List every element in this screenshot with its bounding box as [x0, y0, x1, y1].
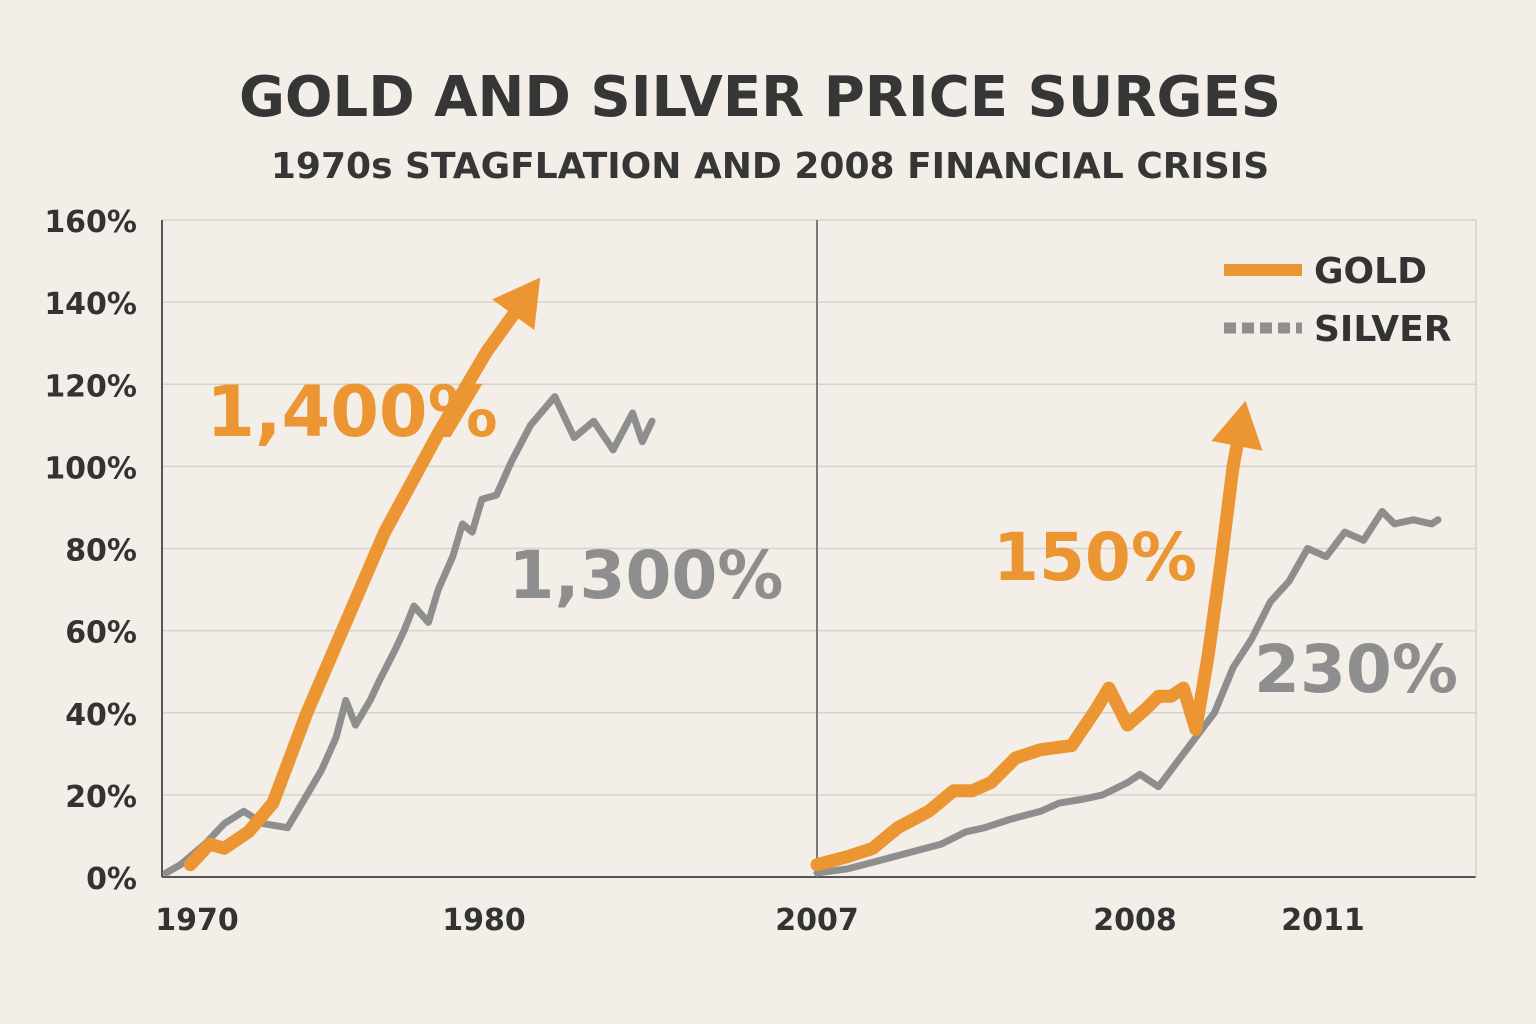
y-tick-label: 140% [44, 287, 137, 322]
y-tick-label: 0% [86, 862, 137, 897]
y-tick-label: 40% [65, 698, 137, 733]
legend-silver-label: SILVER [1314, 309, 1451, 350]
legend: GOLD SILVER [1224, 251, 1451, 350]
gold-annotation: 1,400% [206, 371, 498, 453]
chart-subtitle: 1970s STAGFLATION AND 2008 FINANCIAL CRI… [271, 146, 1269, 187]
y-tick-label: 80% [65, 534, 137, 569]
silver-annotation: 1,300% [509, 537, 784, 614]
silver-annotation: 230% [1254, 631, 1458, 708]
x-tick-label: 2007 [775, 903, 859, 938]
series-lines [162, 277, 1442, 877]
x-tick-label: 2011 [1281, 903, 1365, 938]
gold-annotation: 150% [993, 519, 1197, 596]
gold-arrowhead [492, 277, 541, 330]
silver-line [813, 508, 1442, 877]
x-tick-label: 1970 [155, 903, 239, 938]
annotations: 1,400% 1,300% 150% 230% [206, 371, 1458, 708]
y-tick-label: 20% [65, 780, 137, 815]
chart-title: GOLD AND SILVER PRICE SURGES [239, 65, 1281, 130]
x-tick-label: 1980 [442, 903, 526, 938]
y-tick-label: 100% [44, 451, 137, 486]
gold-line [810, 435, 1245, 872]
x-axis-ticks: 1970 1980 2007 2008 2011 [155, 903, 1365, 938]
y-tick-label: 120% [44, 369, 137, 404]
gold-arrowhead [1211, 400, 1263, 451]
y-tick-label: 160% [44, 205, 137, 240]
axes [161, 220, 1477, 878]
legend-gold-label: GOLD [1314, 251, 1427, 292]
y-axis-ticks: 0% 20% 40% 60% 80% 100% 120% 140% 160% [44, 205, 137, 897]
gold-line [183, 305, 523, 872]
silver-line [162, 393, 656, 877]
x-tick-label: 2008 [1093, 903, 1177, 938]
y-tick-label: 60% [65, 616, 137, 651]
